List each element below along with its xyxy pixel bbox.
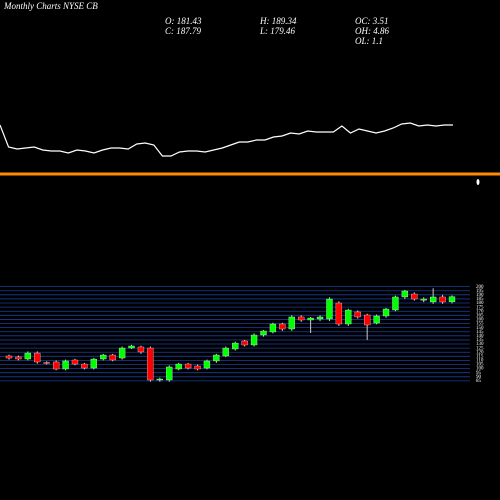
candle-body (429, 296, 437, 303)
candle-body (203, 360, 211, 369)
y-tick-label: 135 (476, 338, 484, 343)
y-tick-label: 140 (476, 334, 484, 339)
candle-body (24, 352, 32, 360)
candle-body (147, 347, 154, 381)
candle-body (326, 298, 333, 320)
y-tick-label: 115 (476, 354, 484, 359)
candle-body (166, 366, 173, 381)
candle-body (439, 296, 446, 303)
candle-body (279, 323, 286, 330)
candle-body (382, 308, 390, 317)
candle-body (156, 378, 163, 381)
candle-body (213, 354, 220, 362)
y-tick-label: 190 (476, 293, 484, 298)
candle-body (222, 347, 229, 357)
info-text: L: 179.46 (259, 26, 296, 36)
info-text: H: 189.34 (259, 16, 297, 26)
candle-body (364, 314, 371, 326)
y-tick-label: 145 (476, 330, 484, 335)
info-text: OC: 3.51 (355, 16, 389, 26)
y-tick-label: 180 (476, 301, 484, 306)
info-text: O: 181.43 (165, 16, 202, 26)
candle-body (128, 345, 135, 349)
candle-body (118, 347, 126, 359)
candle-body (288, 316, 295, 330)
candle-body (175, 363, 182, 370)
candle-body (401, 290, 409, 298)
candle-body (250, 334, 258, 346)
candle-body (298, 316, 305, 321)
candle-body (373, 315, 380, 324)
candle-body (241, 340, 248, 346)
candle-body (269, 323, 277, 333)
candle-body (52, 361, 60, 370)
y-tick-label: 185 (476, 297, 484, 302)
y-tick-label: 90 (476, 375, 482, 380)
candle-body (420, 298, 427, 301)
candle-body (5, 355, 13, 359)
y-tick-label: 175 (476, 305, 484, 310)
candle-body (109, 354, 116, 361)
candle-body (345, 309, 352, 325)
candle-body (71, 359, 79, 365)
y-tick-label: 170 (476, 309, 484, 314)
y-tick-label: 125 (476, 346, 484, 351)
candle-body (411, 293, 418, 300)
chart-title: Monthly Charts NYSE CB (3, 1, 98, 11)
y-tick-label: 130 (476, 342, 484, 347)
y-tick-label: 120 (476, 350, 484, 355)
candle-body (307, 317, 314, 321)
candle-body (184, 363, 192, 369)
candle-body (448, 296, 456, 303)
candle-body (15, 356, 22, 360)
y-tick-label: 200 (476, 285, 484, 290)
y-tick-label: 105 (476, 363, 484, 368)
candle-body (62, 360, 69, 370)
line (0, 122, 453, 157)
candle-body (260, 330, 267, 336)
info-text: OH: 4.86 (355, 26, 389, 36)
y-tick-label: 110 (476, 359, 484, 364)
candle-body (137, 346, 145, 353)
candle-body (316, 316, 324, 320)
y-tick-label: 95 (476, 371, 482, 376)
info-text: OL: 1.1 (355, 36, 383, 46)
candle-body (194, 365, 201, 370)
candle-body (354, 311, 361, 318)
candle-body (34, 352, 41, 363)
candle-body (335, 302, 343, 325)
y-tick-label: 85 (476, 379, 482, 384)
candle-body (100, 354, 107, 360)
y-tick-label: 155 (476, 322, 484, 327)
y-tick-label: 160 (476, 318, 484, 323)
marker-dot (476, 179, 480, 185)
y-tick-label: 150 (476, 326, 484, 331)
candle-body (43, 362, 50, 364)
y-tick-label: 195 (476, 289, 484, 294)
candle-body (232, 342, 239, 350)
candle-body (81, 363, 88, 369)
candle-body (392, 296, 399, 311)
info-text: C: 187.79 (165, 26, 202, 36)
y-tick-label: 100 (476, 367, 484, 372)
y-tick-label: 165 (476, 313, 484, 318)
candle-body (90, 358, 97, 369)
